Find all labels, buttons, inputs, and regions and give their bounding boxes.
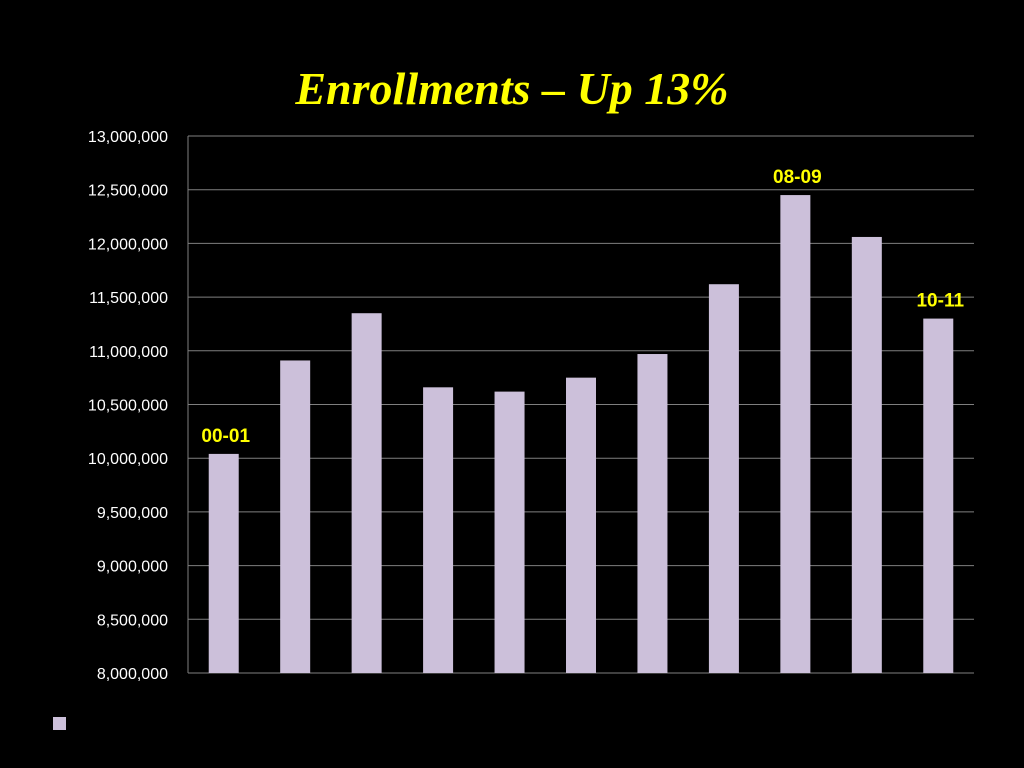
bar-08-09	[780, 195, 811, 673]
bar-03-04	[423, 387, 454, 673]
bar-05-06	[566, 377, 596, 673]
y-tick-label: 12,000,000	[88, 236, 168, 253]
bar-00-01	[208, 453, 239, 673]
annotation-10-11: 10-11	[916, 291, 964, 312]
y-tick-label: 10,000,000	[88, 451, 168, 468]
y-tick-label: 9,000,000	[97, 559, 168, 576]
y-tick-label: 11,000,000	[89, 344, 168, 361]
annotation-00-01: 00-01	[201, 426, 250, 447]
legend-swatch	[53, 717, 66, 730]
y-tick-label: 13,000,000	[88, 129, 168, 146]
bar-07-08	[708, 284, 739, 673]
chart-title: Enrollments – Up 13%	[295, 63, 729, 114]
y-tick-label: 8,500,000	[97, 612, 168, 629]
annotation-08-09: 08-09	[773, 167, 822, 188]
bar-09-10	[851, 236, 882, 673]
y-tick-label: 12,500,000	[88, 183, 168, 200]
bar-10-11	[923, 318, 954, 673]
bar-02-03	[351, 313, 382, 673]
y-tick-label: 11,500,000	[89, 290, 168, 307]
y-tick-label: 10,500,000	[88, 398, 168, 415]
bar-04-05	[494, 391, 525, 673]
y-tick-label: 9,500,000	[97, 505, 168, 522]
bar-06-07	[637, 354, 668, 673]
y-tick-label: 8,000,000	[97, 666, 168, 683]
bar-01-02	[280, 360, 311, 673]
